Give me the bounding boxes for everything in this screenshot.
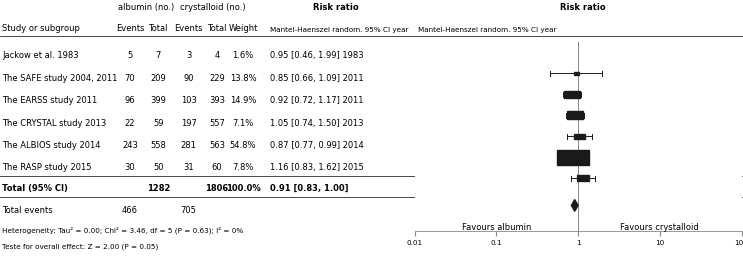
Text: albumin (no.): albumin (no.) (118, 3, 175, 12)
Text: The CRYSTAL study 2013: The CRYSTAL study 2013 (2, 119, 106, 128)
Text: 705: 705 (181, 206, 197, 215)
Text: 7: 7 (155, 51, 161, 59)
Text: 243: 243 (122, 141, 138, 150)
Text: The EARSS study 2011: The EARSS study 2011 (2, 96, 97, 105)
Text: 1282: 1282 (146, 184, 170, 193)
Text: 103: 103 (181, 96, 197, 105)
Text: The RASP study 2015: The RASP study 2015 (2, 163, 91, 172)
Bar (567, 111, 583, 119)
Text: 22: 22 (125, 119, 135, 128)
Text: 5: 5 (127, 51, 133, 59)
Text: 50: 50 (153, 163, 163, 172)
Bar (574, 134, 585, 139)
Text: Heterogeneity: Tau² = 0.00; Chi² = 3.46, df = 5 (P = 0.63); I² = 0%: Heterogeneity: Tau² = 0.00; Chi² = 3.46,… (2, 227, 244, 234)
Text: 1806: 1806 (205, 184, 229, 193)
Text: crystalloid (no.): crystalloid (no.) (180, 3, 245, 12)
Text: 0.95 [0.46, 1.99] 1983: 0.95 [0.46, 1.99] 1983 (270, 51, 364, 59)
Text: Risk ratio: Risk ratio (560, 3, 606, 12)
Text: 466: 466 (122, 206, 138, 215)
Text: Risk ratio: Risk ratio (313, 3, 359, 12)
Text: Jackow et al. 1983: Jackow et al. 1983 (2, 51, 79, 59)
Text: 0.91 [0.83, 1.00]: 0.91 [0.83, 1.00] (270, 184, 349, 193)
Text: 399: 399 (150, 96, 166, 105)
Text: The SAFE study 2004, 2011: The SAFE study 2004, 2011 (2, 74, 117, 83)
Polygon shape (571, 200, 578, 211)
Text: 54.8%: 54.8% (230, 141, 256, 150)
Text: 558: 558 (150, 141, 166, 150)
Text: 70: 70 (125, 74, 135, 83)
Text: 393: 393 (209, 96, 225, 105)
Text: 1.05 [0.74, 1.50] 2013: 1.05 [0.74, 1.50] 2013 (270, 119, 364, 128)
Text: Teste for overall effect: Z = 2.00 (P = 0.05): Teste for overall effect: Z = 2.00 (P = … (2, 244, 158, 250)
Text: 30: 30 (125, 163, 135, 172)
Text: 197: 197 (181, 119, 197, 128)
Text: Events: Events (116, 24, 144, 33)
Bar (574, 72, 579, 75)
Text: 563: 563 (209, 141, 225, 150)
Text: Study or subgroup: Study or subgroup (2, 24, 80, 33)
Bar (577, 175, 589, 181)
Text: The ALBIOS study 2014: The ALBIOS study 2014 (2, 141, 101, 150)
Text: Total events: Total events (2, 206, 53, 215)
Text: 31: 31 (184, 163, 194, 172)
Text: 14.9%: 14.9% (230, 96, 256, 105)
Text: 96: 96 (125, 96, 135, 105)
Text: Mantel-Haenszel random. 95% CI year: Mantel-Haenszel random. 95% CI year (270, 27, 409, 33)
Text: 4: 4 (214, 51, 220, 59)
Text: Total: Total (149, 24, 168, 33)
Text: 100.0%: 100.0% (226, 184, 260, 193)
Text: 13.8%: 13.8% (230, 74, 256, 83)
Text: 7.8%: 7.8% (233, 163, 253, 172)
Text: Total (95% CI): Total (95% CI) (2, 184, 68, 193)
Text: Mantel-Haenszel random. 95% CI year: Mantel-Haenszel random. 95% CI year (418, 27, 557, 33)
Bar (557, 150, 589, 165)
Text: 3: 3 (186, 51, 192, 59)
Text: Events: Events (175, 24, 203, 33)
Text: 1.16 [0.83, 1.62] 2015: 1.16 [0.83, 1.62] 2015 (270, 163, 364, 172)
Text: 209: 209 (150, 74, 166, 83)
Text: 1.6%: 1.6% (233, 51, 253, 59)
Text: 0.85 [0.66, 1.09] 2011: 0.85 [0.66, 1.09] 2011 (270, 74, 364, 83)
Text: Weight: Weight (228, 24, 258, 33)
Text: Favours albumin: Favours albumin (461, 223, 531, 232)
Text: 281: 281 (181, 141, 197, 150)
Text: 7.1%: 7.1% (233, 119, 253, 128)
Text: Total: Total (207, 24, 227, 33)
Text: 0.92 [0.72, 1.17] 2011: 0.92 [0.72, 1.17] 2011 (270, 96, 364, 105)
Text: 90: 90 (184, 74, 194, 83)
Text: 59: 59 (153, 119, 163, 128)
Text: 557: 557 (209, 119, 225, 128)
Text: Favours crystalloid: Favours crystalloid (620, 223, 699, 232)
Bar (565, 91, 580, 98)
Text: 60: 60 (212, 163, 222, 172)
Text: 229: 229 (209, 74, 225, 83)
Text: 0.87 [0.77, 0.99] 2014: 0.87 [0.77, 0.99] 2014 (270, 141, 364, 150)
